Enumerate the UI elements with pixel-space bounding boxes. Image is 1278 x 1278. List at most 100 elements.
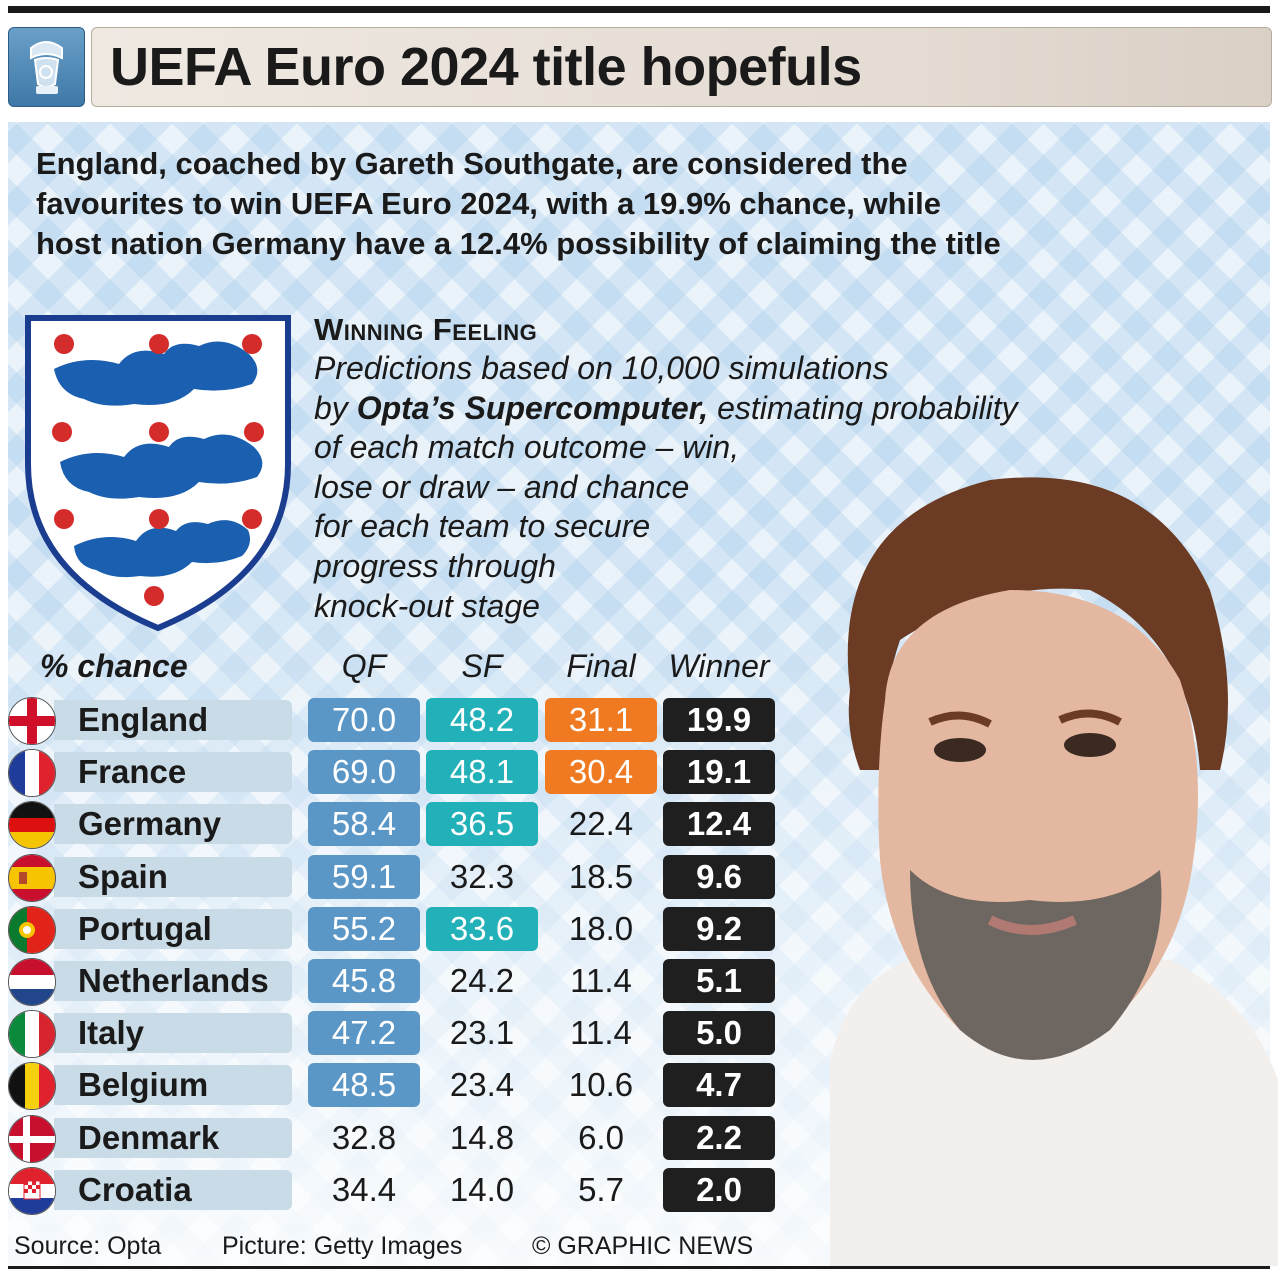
italy-flag-icon (8, 1010, 56, 1059)
source-note: Source: Opta (14, 1232, 162, 1260)
sf-value: 36.5 (426, 802, 538, 847)
intro-line: favourites to win UEFA Euro 2024, with a… (36, 186, 942, 221)
qf-value: 69.0 (308, 750, 420, 795)
winner-value: 9.6 (663, 854, 775, 899)
team-band (54, 752, 292, 793)
final-value: 11.4 (570, 1014, 632, 1052)
sf-value: 23.1 (449, 1014, 515, 1052)
spain-flag-icon (8, 853, 56, 902)
panel-description: Predictions based on 10,000 simulations … (314, 349, 1018, 626)
bottom-rule (8, 1266, 1270, 1269)
team-name: Germany (78, 805, 222, 843)
team-name: Belgium (78, 1066, 209, 1104)
winner-value: 19.9 (663, 698, 775, 742)
title-banner: UEFA Euro 2024 title hopefuls (91, 27, 1272, 107)
panel-line: by Opta’s Supercomputer, estimating prob… (314, 389, 1018, 429)
winner-value: 5.0 (663, 1011, 775, 1056)
table-row: Croatia 34.4 14.0 5.7 2.0 (8, 1166, 1008, 1215)
team-band (54, 1013, 292, 1054)
final-value: 31.1 (545, 698, 657, 742)
winner-value: 5.1 (663, 959, 775, 1003)
portugal-flag-icon (8, 905, 56, 954)
sf-value: 32.3 (449, 857, 515, 895)
table-row: Germany 58.4 36.5 22.4 12.4 (8, 801, 1008, 850)
team-band (54, 856, 292, 897)
team-name: Croatia (78, 1170, 192, 1208)
team-name: Netherlands (78, 962, 269, 999)
opta-supercomputer-text: Opta’s Supercomputer, (356, 389, 709, 426)
copyright-credit: © GRAPHIC NEWS (532, 1232, 754, 1260)
table-row: Portugal 55.2 33.6 18.0 9.2 (8, 905, 1008, 954)
euro-trophy-logo-icon (8, 27, 85, 107)
panel-line: lose or draw – and chance (314, 468, 690, 505)
qf-value: 58.4 (308, 802, 420, 847)
intro-line: host nation Germany have a 12.4% possibi… (36, 226, 1001, 261)
belgium-flag-icon (8, 1062, 56, 1111)
top-rule (8, 6, 1270, 13)
team-band (54, 1065, 292, 1106)
coach-portrait-image (830, 477, 1278, 1266)
panel-line: knock-out stage (314, 587, 540, 624)
col-header-final: Final (566, 648, 636, 684)
team-name: Italy (78, 1014, 145, 1052)
picture-credit: Picture: Getty Images (222, 1232, 463, 1260)
intro-text: England, coached by Gareth Southgate, ar… (36, 144, 1236, 264)
final-value: 22.4 (568, 805, 634, 843)
winner-value: 2.0 (663, 1167, 775, 1212)
team-band (54, 1169, 292, 1210)
panel-title: Winning Feeling (314, 312, 538, 347)
team-band (54, 700, 292, 740)
table-row: Denmark 32.8 14.8 6.0 2.2 (8, 1114, 1008, 1163)
col-header-chance: % chance (40, 648, 188, 684)
germany-flag-icon (8, 801, 56, 850)
winner-value: 9.2 (663, 906, 775, 951)
final-value: 11.4 (570, 962, 632, 999)
panel-line: progress through (314, 547, 556, 584)
panel-line: of each match outcome – win, (314, 429, 740, 466)
team-name: Spain (78, 857, 168, 895)
team-name: France (78, 753, 187, 791)
team-band (54, 961, 292, 1001)
winner-value: 12.4 (663, 802, 775, 847)
col-header-qf: QF (341, 648, 387, 684)
winner-value: 19.1 (663, 750, 775, 795)
sf-value: 14.0 (449, 1170, 515, 1208)
team-name: Portugal (78, 909, 212, 947)
sf-value: 23.4 (449, 1066, 515, 1104)
panel-line-post: estimating probability (708, 389, 1018, 426)
table-row: France 69.0 48.1 30.4 19.1 (8, 749, 1008, 798)
final-value: 18.5 (568, 857, 634, 895)
intro-line: England, coached by Gareth Southgate, ar… (36, 146, 908, 181)
final-value: 10.6 (568, 1066, 634, 1104)
table-row: Netherlands 45.8 24.2 11.4 5.1 (8, 958, 1008, 1006)
table-row: Spain 59.1 32.3 18.5 9.6 (8, 853, 1008, 902)
winner-value: 4.7 (663, 1063, 775, 1108)
final-value: 18.0 (568, 909, 634, 947)
sf-value: 24.2 (449, 962, 515, 999)
england-flag-icon (8, 697, 56, 745)
panel-line-pre: by (314, 389, 357, 426)
denmark-flag-icon (8, 1114, 56, 1163)
team-name: England (78, 701, 209, 738)
final-value: 6.0 (578, 1118, 624, 1156)
team-band (54, 804, 292, 845)
panel-line: for each team to secure (314, 508, 651, 545)
england-crest-icon (25, 315, 291, 632)
sf-value: 48.1 (426, 750, 538, 795)
qf-value: 47.2 (308, 1011, 420, 1056)
col-header-winner: Winner (668, 648, 770, 684)
team-band (54, 908, 292, 949)
table-row: Italy 47.2 23.1 11.4 5.0 (8, 1010, 1008, 1059)
sf-value: 14.8 (449, 1118, 515, 1156)
panel-line: Predictions based on 10,000 simulations (314, 350, 889, 386)
qf-value: 34.4 (331, 1170, 397, 1208)
final-value: 5.7 (578, 1170, 624, 1208)
team-band (54, 1117, 292, 1158)
sf-value: 48.2 (426, 698, 538, 742)
qf-value: 59.1 (308, 854, 420, 899)
col-header-sf: SF (461, 648, 503, 684)
qf-value: 48.5 (308, 1063, 420, 1108)
page-title: UEFA Euro 2024 title hopefuls (110, 37, 862, 97)
final-value: 30.4 (545, 750, 657, 795)
qf-value: 70.0 (308, 698, 420, 742)
